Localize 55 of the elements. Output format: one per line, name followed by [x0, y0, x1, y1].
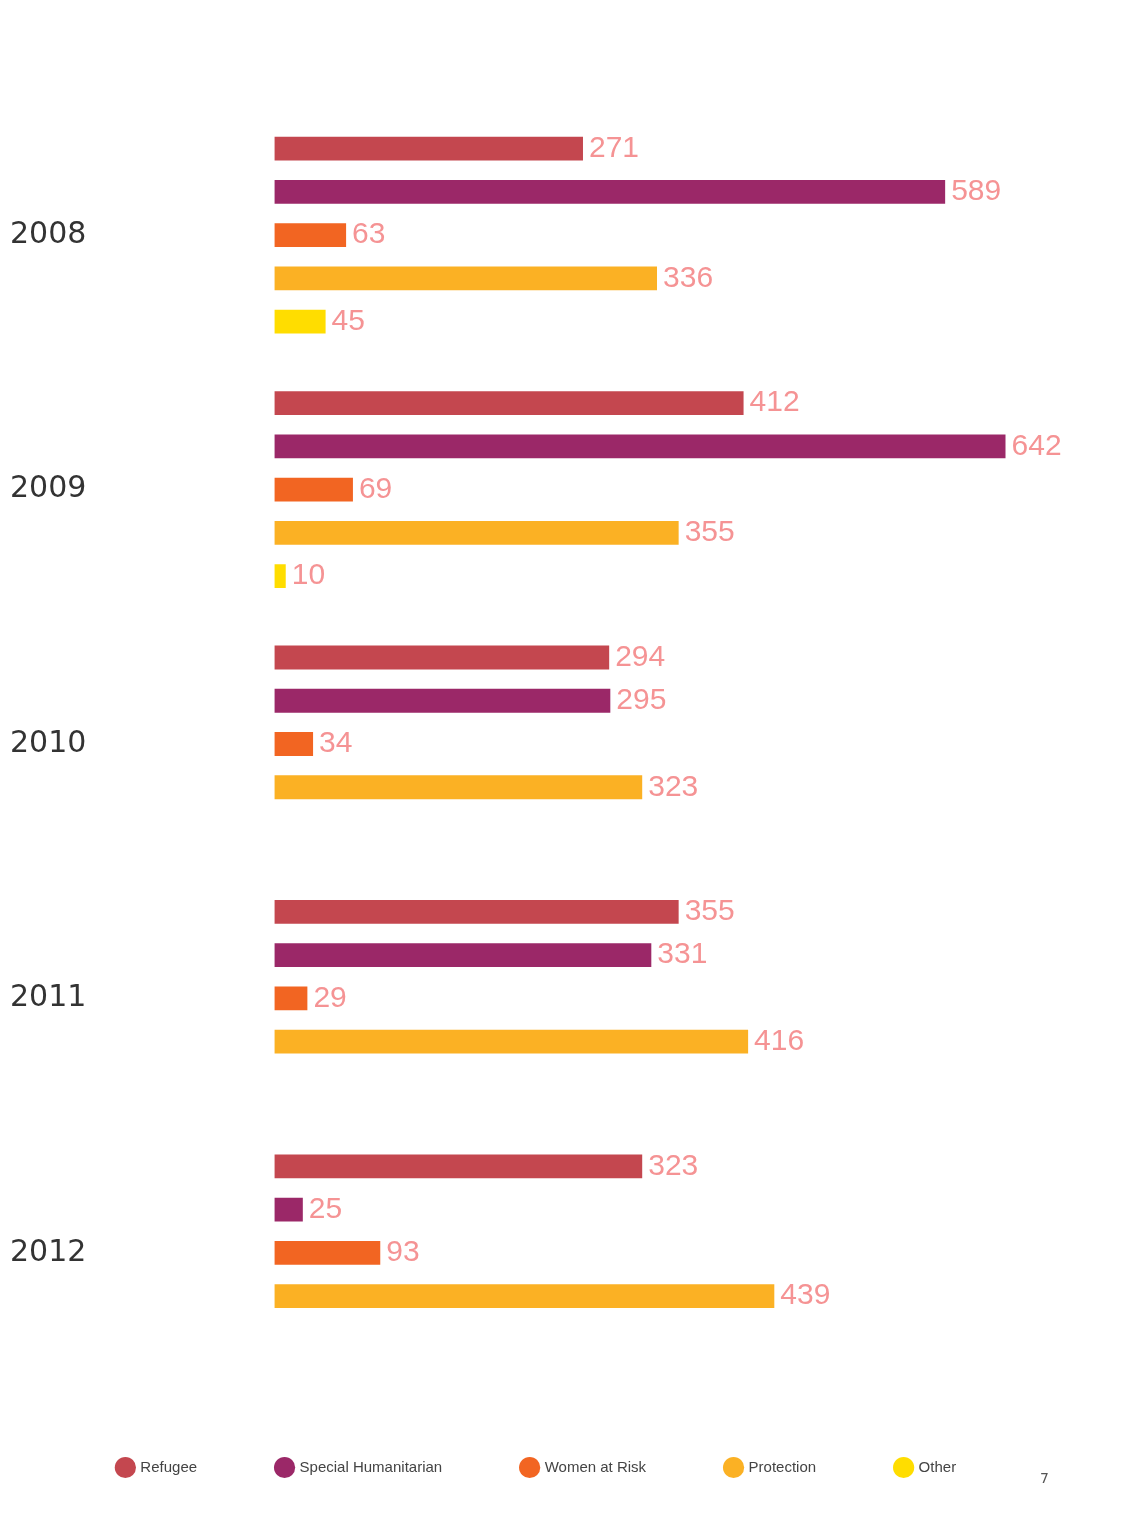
bar — [274, 180, 946, 204]
data-label: 295 — [616, 682, 667, 716]
data-label: 412 — [749, 384, 800, 418]
bar — [274, 1240, 381, 1265]
bar — [274, 732, 314, 756]
legend-label: Special Humanitarian — [299, 1457, 443, 1475]
y-tick-label: 2010 — [10, 723, 87, 759]
data-label: 331 — [657, 936, 708, 970]
data-label: 589 — [951, 173, 1002, 207]
data-label: 34 — [319, 725, 353, 759]
bar — [274, 223, 347, 248]
y-tick-label: 2012 — [10, 1232, 87, 1268]
bar — [274, 477, 353, 502]
data-label: 355 — [684, 893, 735, 927]
data-label: 323 — [648, 1147, 699, 1181]
data-label: 271 — [588, 129, 640, 163]
data-label: 336 — [663, 259, 714, 293]
data-label: 355 — [684, 514, 735, 548]
bar — [274, 266, 658, 291]
data-label: 25 — [308, 1190, 343, 1224]
data-label: 416 — [754, 1022, 805, 1056]
bar — [274, 1197, 303, 1222]
y-tick-label: 2009 — [10, 469, 87, 505]
data-label: 439 — [780, 1277, 831, 1311]
bar — [274, 1029, 749, 1054]
bar — [274, 309, 326, 334]
bar — [274, 434, 1006, 459]
data-label: 69 — [358, 470, 393, 504]
legend-label: Women at Risk — [544, 1457, 647, 1475]
y-tick-label: 2008 — [10, 215, 87, 250]
legend-label: Refugee — [140, 1457, 198, 1475]
bar — [274, 136, 583, 161]
data-label: 323 — [648, 768, 699, 802]
bar — [274, 943, 652, 968]
data-label: 642 — [1011, 427, 1062, 461]
bar — [274, 391, 744, 415]
text: 7 — [1040, 1470, 1049, 1486]
data-label: 294 — [615, 638, 666, 672]
bar — [274, 775, 643, 800]
data-label: 93 — [386, 1234, 420, 1268]
bar — [274, 564, 286, 588]
bar — [274, 986, 308, 1011]
bar — [274, 645, 610, 670]
data-label: 63 — [352, 216, 386, 250]
y-tick-label: 2011 — [10, 978, 87, 1014]
bar — [274, 520, 679, 545]
legend-label: Other — [918, 1457, 957, 1475]
legend-label: Protection — [748, 1457, 817, 1475]
data-label: 10 — [291, 557, 326, 591]
bar — [274, 1154, 643, 1179]
bar — [274, 688, 611, 713]
data-label: 29 — [313, 979, 347, 1013]
data-label: 45 — [331, 302, 365, 336]
bar — [274, 1284, 775, 1308]
bar — [274, 900, 679, 924]
